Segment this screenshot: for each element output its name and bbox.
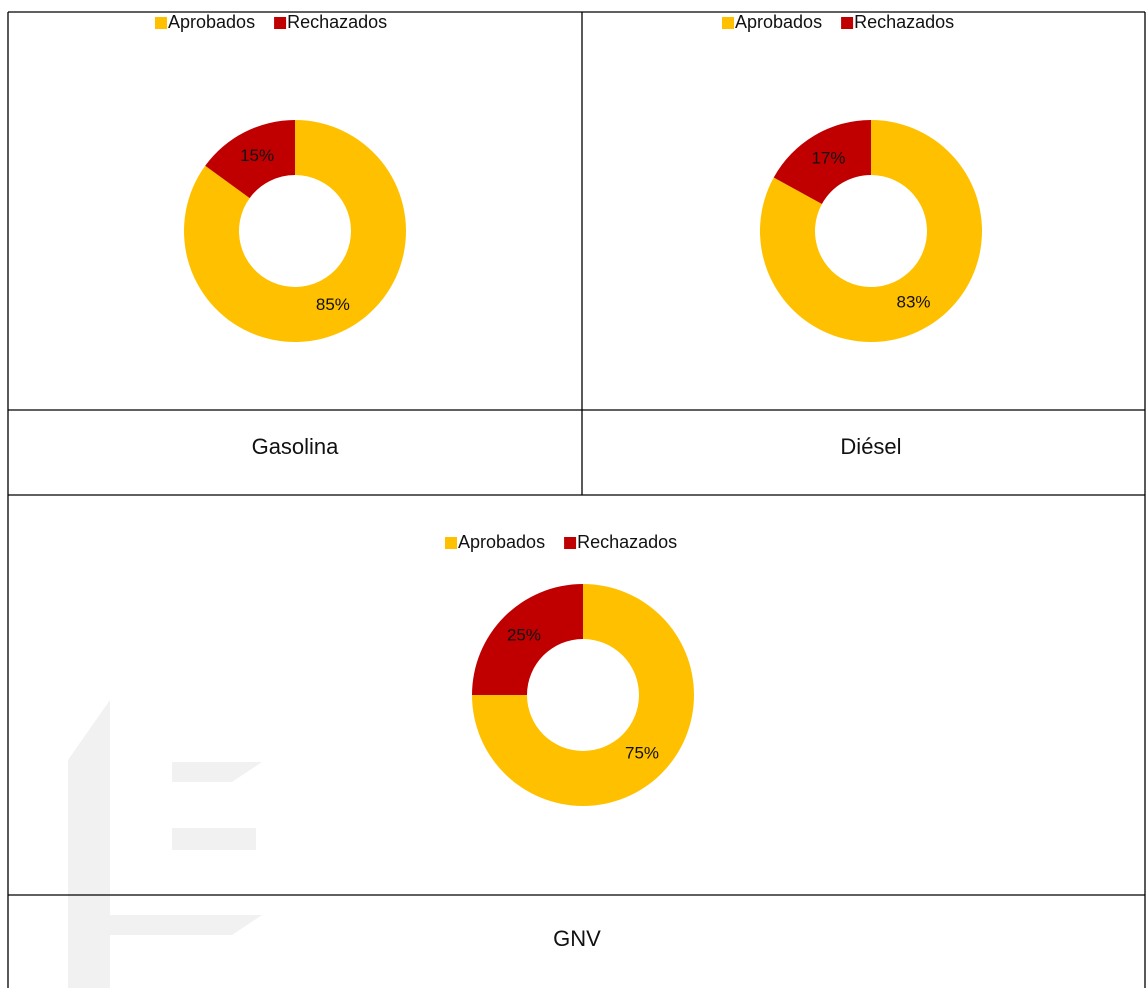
table-frame <box>7 11 1146 988</box>
data-label: 75% <box>625 744 659 763</box>
watermark-shape <box>110 915 262 935</box>
caption: GNV <box>553 926 601 951</box>
legend-label: Rechazados <box>287 12 387 32</box>
data-label: 17% <box>811 149 845 168</box>
watermark-shape <box>172 828 256 850</box>
data-label: 83% <box>896 292 930 311</box>
legend-swatch <box>445 537 457 549</box>
data-label: 15% <box>240 146 274 165</box>
donut-segment <box>183 120 406 342</box>
watermark <box>68 700 262 988</box>
legend-label: Rechazados <box>854 12 954 32</box>
donut-segment <box>773 120 871 205</box>
legend-swatch <box>564 537 577 549</box>
donut-segment <box>205 120 295 199</box>
donut-segment <box>472 584 694 806</box>
watermark-shape <box>172 762 262 782</box>
watermark-shape <box>68 700 110 988</box>
legend-swatch <box>274 17 287 29</box>
donut-segment <box>760 120 983 343</box>
data-label: 85% <box>316 295 350 314</box>
caption: Gasolina <box>252 434 340 459</box>
legend-swatch <box>841 17 854 29</box>
legend-swatch <box>722 17 734 29</box>
caption: Diésel <box>840 434 901 459</box>
legend-label: Aprobados <box>168 12 255 32</box>
legend-label: Aprobados <box>458 532 545 552</box>
legend-label: Rechazados <box>577 532 677 552</box>
data-label: 25% <box>507 625 541 644</box>
legend-swatch <box>155 17 167 29</box>
donut-segment <box>472 584 583 695</box>
legend-label: Aprobados <box>735 12 822 32</box>
